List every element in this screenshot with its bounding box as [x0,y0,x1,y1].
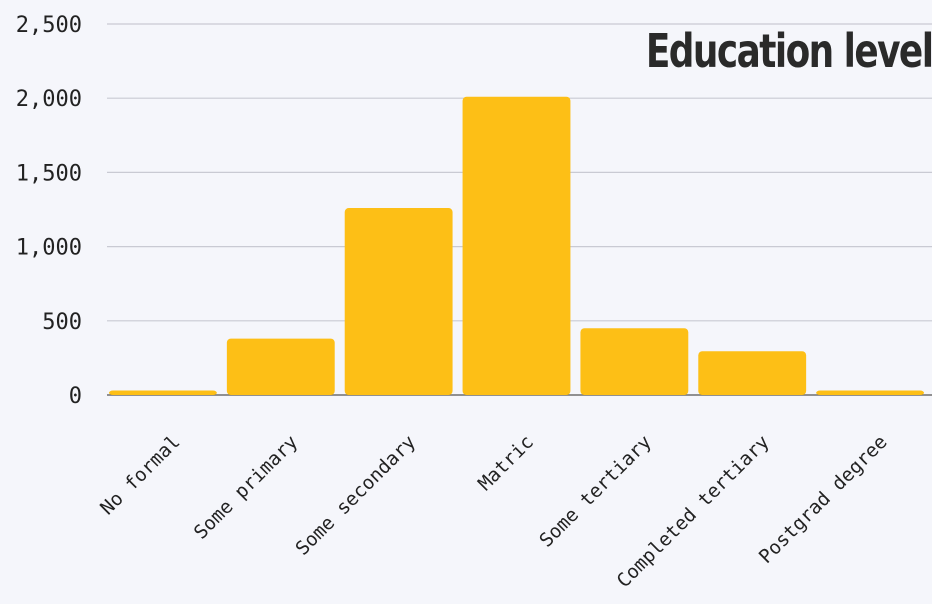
bar [698,351,807,395]
bar [109,390,217,395]
bar [462,96,571,395]
bar [344,208,453,395]
y-tick-label: 1,500 [16,161,82,186]
y-tick-label: 2,500 [16,13,82,38]
y-tick-label: 1,000 [16,236,82,261]
bar [580,328,689,395]
x-tick-label: Some secondary [291,431,420,560]
x-tick-label: Some tertiary [535,431,656,552]
x-tick-label: No formal [96,431,184,519]
x-tick-label: Postgrad degree [755,431,892,568]
bars [109,96,924,395]
y-tick-label: 2,000 [16,87,82,112]
x-tick-label: Some primary [190,431,303,544]
bar [226,338,335,395]
y-tick-label: 500 [42,310,82,335]
chart-title: Education level [645,24,932,78]
y-tick-label: 0 [69,384,82,409]
y-axis-ticks: 0 500 1,000 1,500 2,000 2,500 [16,13,82,409]
x-tick-label: Matric [474,431,538,495]
bar [816,390,924,395]
